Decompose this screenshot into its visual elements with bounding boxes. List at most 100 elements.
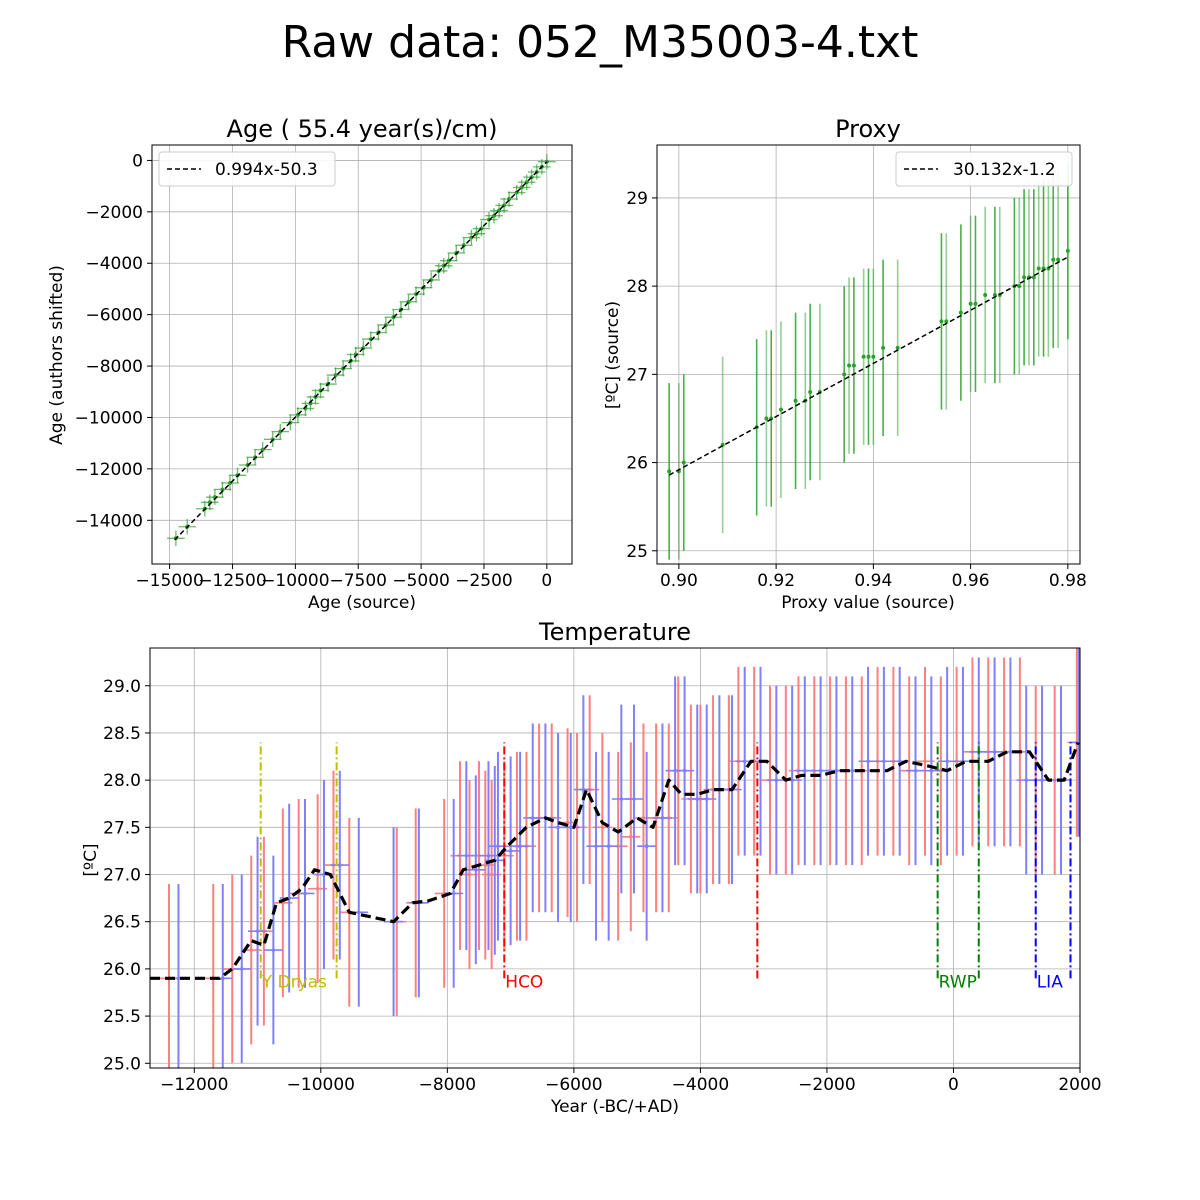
proxy-data-point (847, 363, 852, 368)
proxy-y-tick-label: 26 (626, 454, 648, 474)
temperature-blue-data-point (660, 816, 665, 820)
temperature-x-tick-label: −4000 (672, 1075, 730, 1095)
proxy-data-point (1031, 275, 1036, 280)
proxy-data-point (1051, 257, 1056, 262)
age-x-tick-label: 0 (541, 571, 552, 591)
proxy-data-point (1017, 284, 1022, 289)
temperature-red-data-point (629, 834, 633, 839)
temperature-red-data-point (315, 886, 320, 891)
temperature-blue-data-point (945, 759, 949, 764)
age-y-tick-label: −12000 (75, 460, 143, 480)
temperature-blue-data-point (176, 976, 181, 981)
age-legend: 0.994x-50.3 (158, 151, 336, 187)
temperature-blue-data-point (913, 768, 918, 773)
temperature-blue-data-point (556, 825, 560, 830)
temperature-y-tick-label: 29.0 (103, 677, 141, 697)
temperature-x-tick-label: −6000 (545, 1075, 603, 1095)
proxy-data-point (842, 372, 847, 377)
proxy-data-point (808, 389, 813, 394)
temperature-blue-data-point (882, 759, 886, 764)
age-data-point (333, 373, 338, 378)
proxy-y-tick-label: 27 (626, 365, 648, 385)
temperature-y-axis-label: [ºC] (81, 843, 101, 876)
age-x-axis-label: Age (source) (308, 593, 416, 613)
proxy-legend: 30.132x-1.2 (895, 151, 1073, 187)
proxy-data-point (764, 416, 769, 421)
temperature-y-tick-label: 25.0 (103, 1054, 141, 1074)
proxy-data-point (778, 407, 783, 412)
age-x-tick-label: −12500 (198, 571, 266, 591)
temperature-blue-data-point (530, 816, 535, 820)
temperature-y-tick-label: 28.5 (103, 724, 141, 744)
proxy-x-tick-label: 0.92 (757, 571, 795, 591)
temperature-event-label: RWP (939, 972, 977, 992)
temperature-blue-data-point (271, 948, 276, 952)
temperature-x-tick-label: −10000 (287, 1075, 355, 1095)
proxy-data-point (871, 354, 876, 359)
age-y-tick-label: −10000 (75, 408, 143, 428)
proxy-data-point (939, 319, 944, 324)
temperature-red-data-point (923, 759, 927, 764)
temperature-x-tick-label: 2000 (1058, 1075, 1101, 1095)
temperature-y-tick-label: 25.5 (103, 1007, 141, 1027)
proxy-data-point (1065, 248, 1070, 253)
proxy-y-tick-label: 29 (626, 189, 648, 209)
proxy-data-point (968, 301, 973, 306)
temperature-blue-data-point (644, 844, 649, 849)
temperature-blue-data-point (337, 863, 342, 867)
temperature-blue-data-point (464, 853, 469, 858)
temperature-blue-data-point (581, 787, 586, 792)
temperature-y-tick-label: 26.5 (103, 913, 141, 933)
proxy-x-tick-label: 0.98 (1049, 571, 1087, 591)
temperature-mean-line (150, 741, 1080, 980)
temperature-blue-data-point (568, 825, 573, 830)
temperature-blue-data-point (220, 976, 225, 981)
temperature-red-data-point (467, 872, 472, 877)
temperature-blue-data-point (474, 867, 478, 872)
temperature-blue-data-point (774, 778, 779, 782)
proxy-plot-area (656, 144, 1081, 565)
proxy-y-tick-label: 28 (626, 277, 648, 297)
age-y-tick-label: −8000 (85, 357, 143, 377)
temperature-blue-data-point (742, 759, 747, 764)
proxy-x-tick-label: 0.94 (854, 571, 892, 591)
temperature-y-tick-label: 27.0 (103, 866, 141, 886)
proxy-data-point (895, 345, 900, 350)
temperature-blue-data-point (834, 768, 839, 773)
age-data-point (507, 196, 512, 201)
proxy-data-point (866, 354, 871, 359)
temperature-blue-data-point (303, 891, 307, 896)
temperature-x-tick-label: −2000 (798, 1075, 856, 1095)
temperature-blue-data-point (866, 759, 870, 764)
age-panel: Age ( 55.4 year(s)/cm) Age (source) Age … (47, 115, 573, 613)
age-plot-area (151, 144, 573, 565)
age-x-tick-label: −10000 (261, 571, 329, 591)
temperature-blue-data-point (486, 853, 491, 858)
temperature-blue-data-point (682, 768, 687, 773)
temperature-blue-data-point (802, 768, 807, 773)
temperature-blue-data-point (1024, 778, 1029, 782)
proxy-x-axis-label: Proxy value (source) (781, 593, 955, 613)
temperature-panel: Temperature Year (-BC/+AD) [ºC] Y Dryas H… (81, 618, 1102, 1117)
temperature-red-data-point (600, 825, 605, 830)
proxy-y-axis-label: [ºC] (source) (603, 301, 623, 409)
proxy-panel-title: Proxy (835, 115, 901, 143)
proxy-legend-entry: 30.132x-1.2 (953, 160, 1056, 180)
proxy-fit-line (668, 256, 1069, 476)
temperature-blue-data-point (451, 891, 456, 896)
figure-title: Raw data: 052_M35003-4.txt (282, 17, 919, 68)
proxy-data-point (851, 363, 856, 368)
proxy-data-point (881, 345, 886, 350)
proxy-data-point (861, 354, 866, 359)
age-panel-title: Age ( 55.4 year(s)/cm) (227, 115, 498, 143)
proxy-panel: Proxy Proxy value (source) [ºC] (source)… (603, 115, 1087, 613)
proxy-data-point (681, 460, 686, 465)
proxy-data-point (1036, 266, 1041, 271)
age-y-tick-label: −14000 (75, 511, 143, 531)
temperature-blue-data-point (704, 797, 709, 801)
temperature-blue-data-point (1008, 750, 1013, 754)
temperature-event-label: Y Dryas (261, 972, 327, 992)
proxy-x-tick-label: 0.90 (660, 571, 698, 591)
proxy-data-point (973, 301, 978, 306)
temperature-blue-data-point (496, 844, 500, 849)
